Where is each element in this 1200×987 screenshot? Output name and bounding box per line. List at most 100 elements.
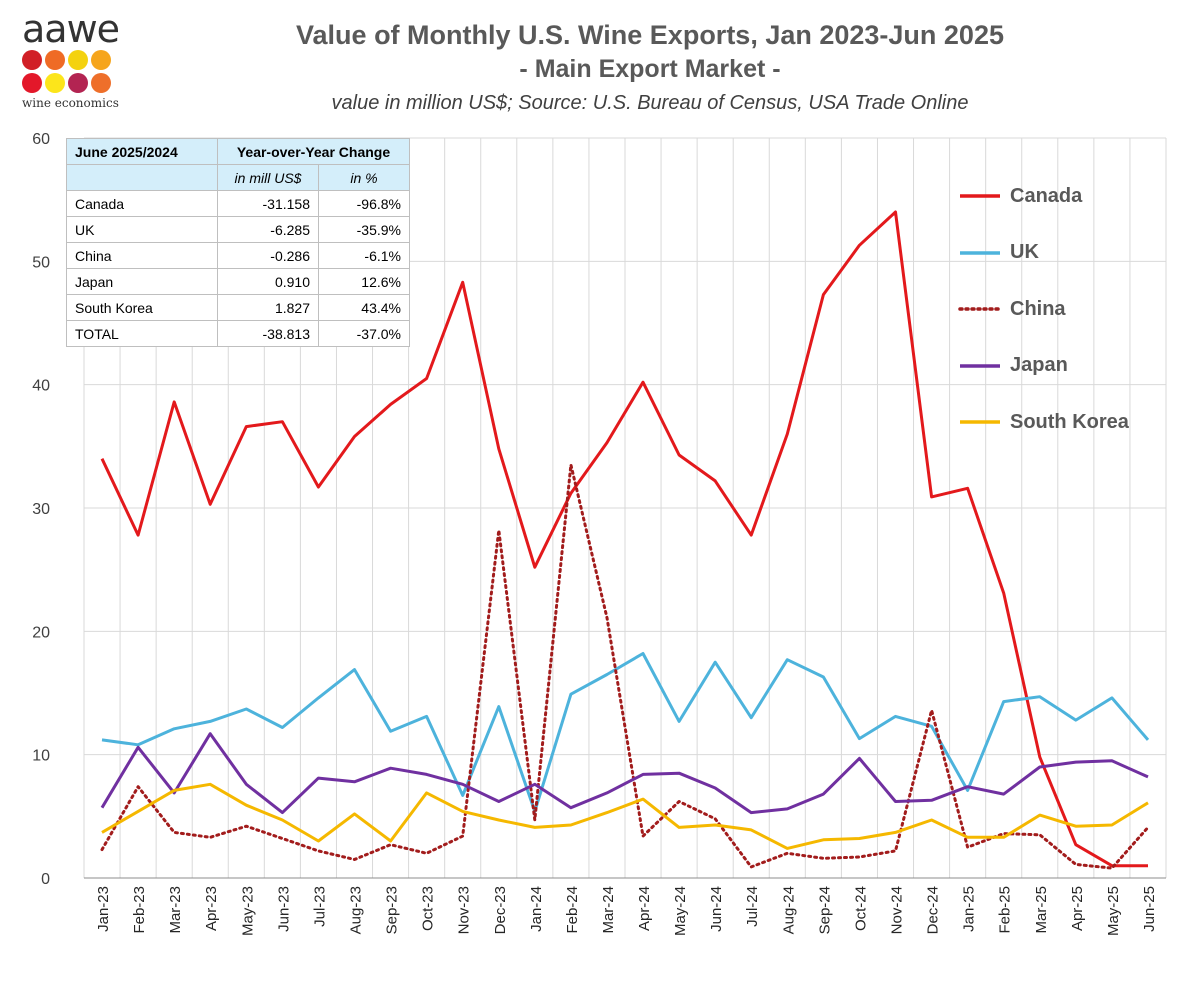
aawe-logo: aawe wine economics: [22, 7, 142, 110]
series-lines: [100, 210, 1150, 870]
legend-swatch: [960, 420, 1000, 424]
y-tick-label: 20: [32, 624, 50, 641]
x-tick-label: Sep-24: [816, 886, 833, 934]
x-tick-label: Mar-25: [1033, 886, 1050, 934]
table-subheader-empty: [66, 164, 218, 191]
logo-dot: [68, 73, 88, 93]
x-tick-label: Jul-24: [744, 886, 761, 927]
x-tick-label: Oct-23: [420, 886, 437, 931]
x-tick-label: Jan-24: [528, 886, 545, 932]
x-tick-label: Feb-24: [564, 886, 581, 934]
table-row: Japan 0.910 12.6%: [66, 268, 410, 295]
x-tick-label: May-25: [1105, 886, 1122, 936]
x-tick-label: Jun-24: [708, 886, 725, 932]
yoy-change-table: June 2025/2024 Year-over-Year Change in …: [66, 138, 410, 347]
logo-dot: [22, 50, 42, 70]
x-tick-label: May-24: [672, 886, 689, 936]
y-tick-label: 60: [32, 131, 50, 148]
table-subheader-mill: in mill US$: [217, 164, 319, 191]
table-cell-mill: -38.813: [217, 320, 319, 347]
x-tick-label: Jun-23: [275, 886, 292, 932]
table-row: TOTAL -38.813 -37.0%: [66, 320, 410, 347]
x-tick-label: Aug-24: [780, 886, 797, 934]
table-header-row: June 2025/2024 Year-over-Year Change: [66, 138, 410, 165]
legend-swatch: [960, 364, 1000, 368]
table-row: South Korea 1.827 43.4%: [66, 294, 410, 321]
x-tick-label: Apr-23: [203, 886, 220, 931]
series-line-south-korea: [101, 782, 1149, 850]
table-cell-pct: 12.6%: [318, 268, 410, 295]
table-header-change: Year-over-Year Change: [217, 138, 410, 165]
legend-item-south-korea: South Korea: [958, 394, 1129, 451]
legend-swatch: [960, 251, 1000, 255]
table-cell-pct: 43.4%: [318, 294, 410, 321]
legend-label: UK: [1010, 241, 1039, 264]
table-cell-mill: -6.285: [217, 216, 319, 243]
legend-label: South Korea: [1010, 410, 1129, 433]
logo-dot: [91, 50, 111, 70]
legend-item-canada: Canada: [958, 168, 1129, 225]
y-tick-label: 10: [32, 748, 50, 765]
x-tick-label: May-23: [239, 886, 256, 936]
x-tick-label: Jan-25: [961, 886, 978, 932]
x-tick-label: Feb-23: [131, 886, 148, 934]
x-axis-ticks: Jan-23 Feb-23 Mar-23 Apr-23 May-23 Jun-23 Jul-…: [95, 886, 1158, 936]
table-cell-market: UK: [66, 216, 218, 243]
y-tick-label: 30: [32, 501, 50, 518]
x-tick-label: Jul-23: [311, 886, 328, 927]
table-row: UK -6.285 -35.9%: [66, 216, 410, 243]
series-line-japan: [100, 732, 1149, 815]
table-row: Canada -31.158 -96.8%: [66, 190, 410, 217]
table-cell-pct: -37.0%: [318, 320, 410, 347]
legend-swatch: [958, 307, 1002, 311]
table-cell-mill: 0.910: [217, 268, 319, 295]
table-subheader-row: in mill US$ in %: [66, 164, 410, 191]
table-cell-market: TOTAL: [66, 320, 218, 347]
table-header-period: June 2025/2024: [66, 138, 218, 165]
legend-label: Canada: [1010, 184, 1083, 207]
y-tick-label: 40: [32, 378, 50, 395]
legend-item-china: China: [958, 281, 1129, 338]
logo-dots: [22, 50, 142, 93]
x-tick-label: Jun-25: [1141, 886, 1158, 932]
series-line-uk: [101, 652, 1150, 813]
x-tick-label: Apr-24: [636, 886, 653, 931]
table-row: China -0.286 -6.1%: [66, 242, 410, 269]
chart-header: Value of Monthly U.S. Wine Exports, Jan …: [200, 18, 1100, 118]
logo-dot: [45, 73, 65, 93]
table-cell-pct: -6.1%: [318, 242, 410, 269]
legend-item-japan: Japan: [958, 338, 1129, 395]
chart-source: value in million US$; Source: U.S. Burea…: [331, 92, 969, 114]
legend-label: China: [1010, 297, 1066, 320]
x-tick-label: Mar-23: [167, 886, 184, 934]
table-cell-market: China: [66, 242, 218, 269]
x-tick-label: Feb-25: [997, 886, 1014, 934]
table-cell-market: South Korea: [66, 294, 218, 321]
logo-subtitle: wine economics: [22, 96, 119, 110]
table-cell-market: Canada: [66, 190, 218, 217]
x-tick-label: Apr-25: [1069, 886, 1086, 931]
x-tick-label: Dec-24: [925, 886, 942, 934]
chart-subtitle: - Main Export Market -: [519, 55, 781, 83]
logo-wordmark: aawe: [22, 7, 120, 51]
x-tick-label: Oct-24: [852, 886, 869, 931]
table-cell-mill: -31.158: [217, 190, 319, 217]
x-tick-label: Jan-23: [95, 886, 112, 932]
table-subheader-pct: in %: [318, 164, 410, 191]
x-tick-label: Aug-23: [348, 886, 365, 934]
series-line-canada: [100, 210, 1148, 868]
y-tick-label: 0: [41, 871, 50, 888]
logo-dot: [22, 73, 42, 93]
table-cell-mill: -0.286: [217, 242, 319, 269]
logo-dot: [45, 50, 65, 70]
y-tick-label: 50: [32, 254, 50, 271]
logo-dot: [68, 50, 88, 70]
logo-dot: [91, 73, 111, 93]
table-cell-mill: 1.827: [217, 294, 319, 321]
x-tick-label: Nov-24: [889, 886, 906, 934]
chart-title: Value of Monthly U.S. Wine Exports, Jan …: [296, 20, 1004, 50]
x-tick-label: Sep-23: [384, 886, 401, 934]
x-tick-label: Nov-23: [456, 886, 473, 934]
table-cell-pct: -35.9%: [318, 216, 410, 243]
